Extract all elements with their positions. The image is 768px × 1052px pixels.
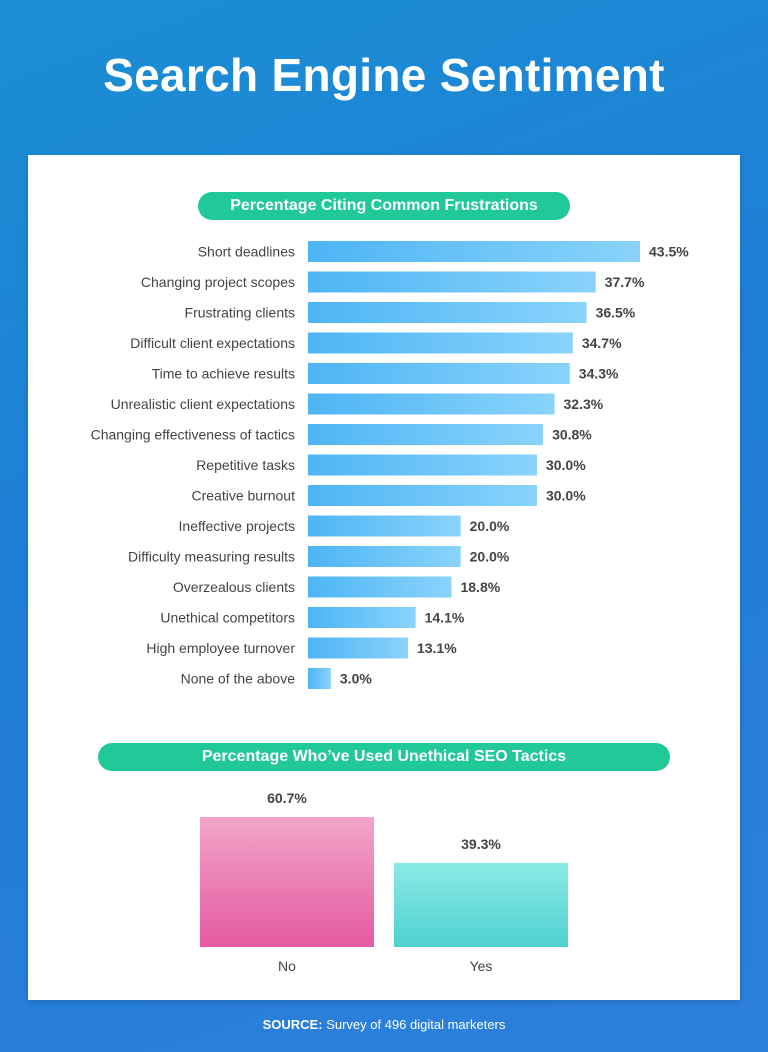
bar: [308, 332, 573, 354]
unethical-tactics-bar-chart: 60.7% No 39.3% Yes: [200, 790, 568, 974]
data-label: 13.1%: [417, 640, 457, 656]
bar: [308, 393, 555, 415]
data-label: 20.0%: [470, 518, 510, 534]
bar: [308, 668, 331, 689]
data-label: 34.3%: [579, 366, 619, 382]
frustrations-chart-title: Percentage Citing Common Frustrations: [198, 192, 570, 220]
charts-svg: Short deadlines 43.5% Changing project sco…: [91, 241, 689, 974]
category-label: Repetitive tasks: [196, 457, 295, 473]
data-label: 34.7%: [582, 335, 622, 351]
category-label: None of the above: [181, 671, 296, 687]
page-title: Search Engine Sentiment: [103, 49, 665, 101]
bar: [308, 485, 537, 506]
data-label: 3.0%: [340, 671, 372, 687]
bar: [308, 546, 461, 567]
data-label: 30.0%: [546, 457, 586, 473]
data-label: 30.0%: [546, 488, 586, 504]
category-label: Difficulty measuring results: [128, 549, 295, 565]
data-label: 18.8%: [460, 579, 500, 595]
bar: [308, 576, 452, 598]
bar: [308, 637, 408, 659]
category-label: No: [278, 958, 296, 974]
bar: [308, 424, 544, 445]
category-label: Unethical competitors: [160, 610, 295, 626]
data-label: 30.8%: [552, 427, 592, 443]
category-label: Changing effectiveness of tactics: [91, 427, 295, 443]
bar: [308, 363, 570, 384]
category-label: Changing project scopes: [141, 274, 295, 290]
bar: [308, 515, 461, 537]
data-label: 36.5%: [596, 305, 636, 321]
bar: [200, 817, 374, 947]
chart-card: Percentage Citing Common Frustrations Pe…: [28, 155, 740, 1000]
data-label: 60.7%: [267, 790, 307, 806]
frustrations-bar-chart: Short deadlines 43.5% Changing project sco…: [91, 241, 689, 689]
source-text: Survey of 496 digital marketers: [326, 1017, 506, 1032]
bar: [308, 302, 587, 323]
category-label: Short deadlines: [198, 244, 295, 260]
bar: [308, 271, 596, 293]
source-note: SOURCE: Survey of 496 digital marketers: [0, 1017, 768, 1032]
unethical-tactics-chart-title: Percentage Who’ve Used Unethical SEO Tac…: [98, 743, 670, 771]
data-label: 39.3%: [461, 836, 501, 852]
bar: [308, 454, 537, 476]
source-label: SOURCE:: [262, 1017, 323, 1032]
bar: [394, 862, 568, 947]
data-label: 32.3%: [564, 396, 604, 412]
data-label: 37.7%: [605, 274, 645, 290]
category-label: Overzealous clients: [173, 579, 295, 595]
data-label: 20.0%: [470, 549, 510, 565]
bar: [308, 241, 640, 262]
category-label: Creative burnout: [191, 488, 295, 504]
bar: [308, 607, 416, 628]
category-label: Yes: [470, 958, 493, 974]
category-label: Ineffective projects: [179, 518, 295, 534]
category-label: Time to achieve results: [152, 366, 295, 382]
category-label: Frustrating clients: [185, 305, 295, 321]
category-label: Unrealistic client expectations: [111, 396, 295, 412]
data-label: 43.5%: [649, 244, 689, 260]
category-label: Difficult client expectations: [130, 335, 295, 351]
data-label: 14.1%: [425, 610, 465, 626]
category-label: High employee turnover: [146, 640, 295, 656]
